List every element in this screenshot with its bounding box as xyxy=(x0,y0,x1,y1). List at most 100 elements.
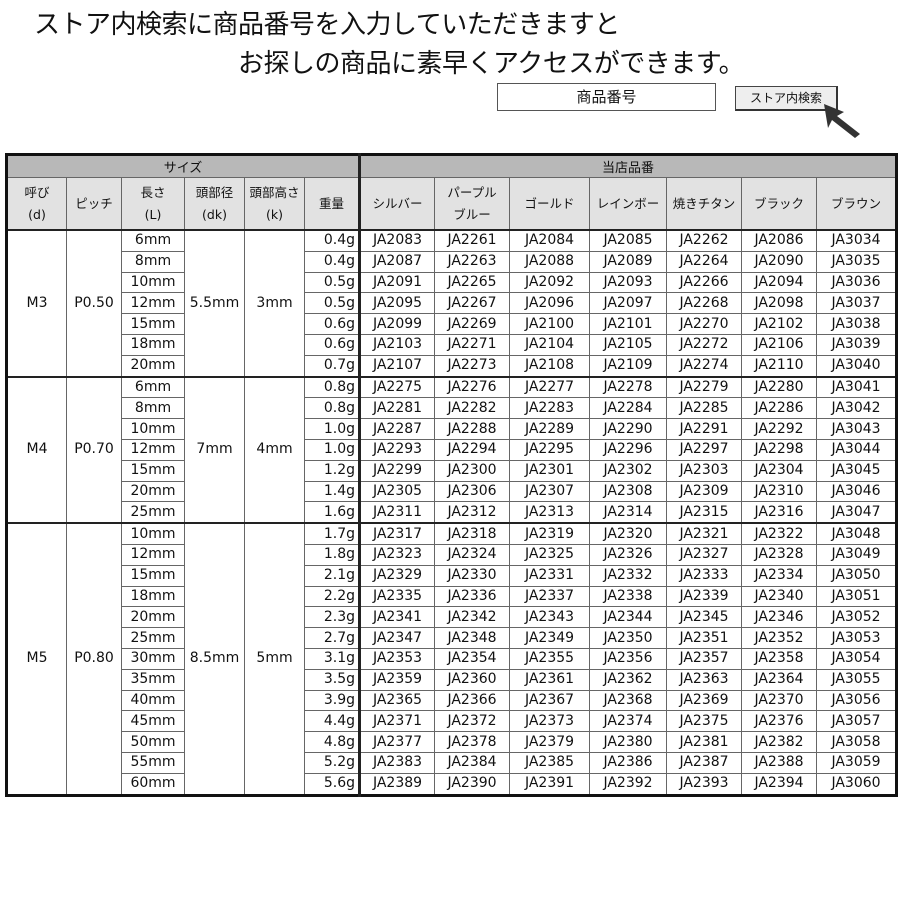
header-line: ブラウン xyxy=(830,195,881,211)
weight-cell: 4.8g xyxy=(304,731,360,753)
product-code-cell: JA2344 xyxy=(589,606,667,629)
product-code-cell: JA2314 xyxy=(589,501,667,524)
product-code-cell: JA2263 xyxy=(434,250,510,273)
header-line: レインボー xyxy=(596,195,660,211)
intro-line-1: ストア内検索に商品番号を入力していただきますと xyxy=(34,10,620,40)
header-line: ブルー xyxy=(453,206,491,222)
product-code-cell: JA2361 xyxy=(509,668,590,691)
length-cell: 6mm xyxy=(121,228,185,252)
weight-cell: 1.0g xyxy=(304,438,360,461)
pitch-cell: P0.50 xyxy=(66,229,122,378)
weight-cell: 0.6g xyxy=(304,313,360,335)
weight-cell: 0.4g xyxy=(304,228,360,252)
weight-cell: 1.2g xyxy=(304,459,360,482)
length-cell: 12mm xyxy=(121,543,185,566)
product-code-cell: JA2367 xyxy=(509,689,590,712)
length-cell: 10mm xyxy=(121,271,185,294)
product-code-cell: JA2375 xyxy=(666,710,742,733)
product-code-cell: JA2083 xyxy=(358,228,435,252)
product-code-cell: JA3056 xyxy=(816,689,897,712)
product-code-cell: JA2343 xyxy=(509,606,590,629)
product-code-cell: JA3047 xyxy=(816,501,897,524)
product-code-cell: JA2284 xyxy=(589,397,667,420)
length-cell: 50mm xyxy=(121,731,185,753)
product-code-cell: JA2346 xyxy=(741,606,817,629)
col-color: ブラック xyxy=(741,177,817,231)
length-cell: 10mm xyxy=(121,418,185,440)
header-line: (dk) xyxy=(202,206,227,222)
table-row: 8mm 0.4g JA2087 JA2263 JA2088 JA2089 JA2264 JA2… xyxy=(7,250,897,273)
product-code-cell: JA2358 xyxy=(741,647,817,670)
product-code-cell: JA2373 xyxy=(509,710,590,733)
product-code-cell: JA2349 xyxy=(509,627,590,649)
length-cell: 20mm xyxy=(121,606,185,629)
length-cell: 20mm xyxy=(121,480,185,503)
product-code-cell: JA2313 xyxy=(509,501,590,524)
product-code-cell: JA2296 xyxy=(589,438,667,461)
product-code-cell: JA3050 xyxy=(816,564,897,587)
product-code-cell: JA3059 xyxy=(816,751,897,774)
product-code-cell: JA3045 xyxy=(816,459,897,482)
weight-cell: 2.7g xyxy=(304,627,360,649)
table-row: 40mm 3.9g JA2365 JA2366 JA2367 JA2368 JA2369 JA… xyxy=(7,689,897,712)
product-code-cell: JA2271 xyxy=(434,333,510,356)
table-row: 10mm 0.5g JA2091 JA2265 JA2092 JA2093 JA2266 JA… xyxy=(7,271,897,294)
head-height-cell: 3mm xyxy=(244,229,305,378)
product-code-cell: JA2095 xyxy=(358,292,435,315)
table-row: 8mm 0.8g JA2281 JA2282 JA2283 JA2284 JA2285 JA2… xyxy=(7,397,897,420)
product-code-cell: JA2105 xyxy=(589,333,667,356)
col-nominal: 呼び (d) xyxy=(6,177,67,231)
arrow-cursor-icon xyxy=(824,104,860,138)
product-number-input[interactable]: 商品番号 xyxy=(497,83,716,111)
table-row: 15mm 0.6g JA2099 JA2269 JA2100 JA2101 JA2270 JA… xyxy=(7,313,897,335)
product-code-cell: JA2390 xyxy=(434,772,510,796)
length-cell: 55mm xyxy=(121,751,185,774)
product-code-cell: JA2309 xyxy=(666,480,742,503)
product-code-cell: JA2276 xyxy=(434,375,510,399)
length-cell: 45mm xyxy=(121,710,185,733)
product-code-cell: JA2279 xyxy=(666,375,742,399)
product-code-cell: JA2360 xyxy=(434,668,510,691)
product-code-cell: JA3035 xyxy=(816,250,897,273)
product-code-cell: JA2352 xyxy=(741,627,817,649)
product-code-cell: JA2307 xyxy=(509,480,590,503)
nominal-cell: M5 xyxy=(6,522,67,796)
product-code-cell: JA2389 xyxy=(358,772,435,796)
pitch-cell: P0.80 xyxy=(66,522,122,796)
length-cell: 15mm xyxy=(121,313,185,335)
product-code-cell: JA2267 xyxy=(434,292,510,315)
product-code-cell: JA2302 xyxy=(589,459,667,482)
length-cell: 60mm xyxy=(121,772,185,796)
weight-cell: 0.8g xyxy=(304,397,360,420)
product-code-cell: JA2329 xyxy=(358,564,435,587)
table-row: 18mm 2.2g JA2335 JA2336 JA2337 JA2338 JA2339 JA… xyxy=(7,585,897,608)
table-row: 30mm 3.1g JA2353 JA2354 JA2355 JA2356 JA2357 JA… xyxy=(7,647,897,670)
weight-cell: 1.6g xyxy=(304,501,360,524)
product-code-cell: JA2085 xyxy=(589,228,667,252)
store-search-button[interactable]: ストア内検索 xyxy=(735,86,838,111)
product-code-cell: JA3058 xyxy=(816,731,897,753)
product-code-cell: JA2333 xyxy=(666,564,742,587)
product-code-cell: JA2289 xyxy=(509,418,590,440)
product-code-cell: JA2107 xyxy=(358,354,435,378)
product-code-cell: JA2359 xyxy=(358,668,435,691)
product-code-cell: JA2388 xyxy=(741,751,817,774)
product-code-cell: JA2301 xyxy=(509,459,590,482)
table-row: 25mm 1.6g JA2311 JA2312 JA2313 JA2314 JA2315 JA… xyxy=(7,501,897,524)
length-cell: 18mm xyxy=(121,585,185,608)
col-weight: 重量 xyxy=(304,177,360,231)
weight-cell: 0.7g xyxy=(304,354,360,378)
table-row: 12mm 1.8g JA2323 JA2324 JA2325 JA2326 JA2327 JA… xyxy=(7,543,897,566)
table-row: M3 P0.50 6mm 5.5mm 3mm 0.4g JA2083 JA2261 JA2084… xyxy=(6,228,897,378)
product-code-cell: JA2285 xyxy=(666,397,742,420)
size-group-header: サイズ xyxy=(6,154,360,178)
product-code-cell: JA2321 xyxy=(666,522,742,545)
product-code-cell: JA2297 xyxy=(666,438,742,461)
product-code-cell: JA2108 xyxy=(509,354,590,378)
table-row: 60mm 5.6g JA2389 JA2390 JA2391 JA2392 JA2393 JA… xyxy=(7,772,897,796)
product-code-cell: JA2102 xyxy=(741,313,817,335)
product-code-cell: JA2103 xyxy=(358,333,435,356)
col-color: ゴールド xyxy=(509,177,590,231)
product-code-cell: JA3044 xyxy=(816,438,897,461)
product-code-cell: JA2335 xyxy=(358,585,435,608)
